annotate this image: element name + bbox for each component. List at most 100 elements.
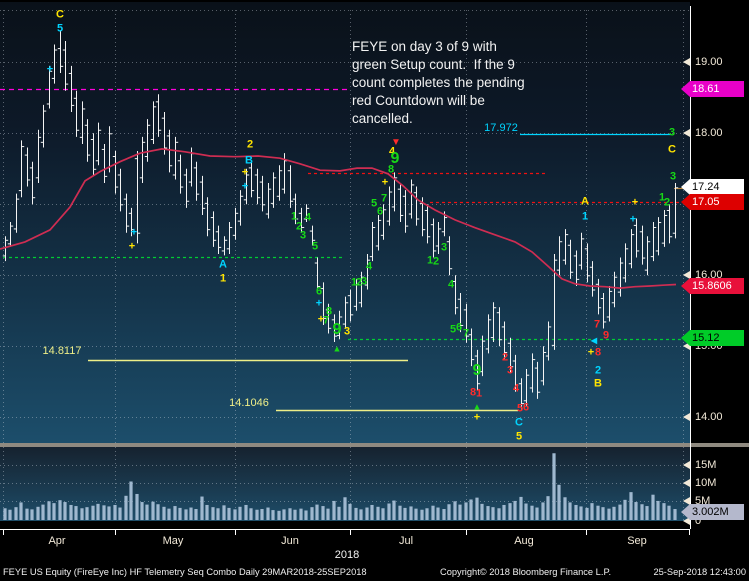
- y-axis-label: 14.00: [695, 411, 723, 423]
- volume-bar: [431, 505, 435, 520]
- volume-bar: [376, 506, 380, 520]
- x-axis-year-label: 2018: [334, 549, 360, 561]
- volume-bar: [222, 505, 226, 520]
- volume-bar: [596, 505, 600, 520]
- volume-bar: [442, 508, 446, 520]
- count-label: 3: [440, 241, 448, 254]
- volume-bar: [409, 506, 413, 520]
- level-arrow-icon: ◀: [590, 336, 598, 345]
- volume-bar: [332, 500, 336, 520]
- volume-bar: [381, 508, 385, 520]
- setup-plus-mark: +: [128, 240, 136, 253]
- count-label: 3: [299, 229, 307, 242]
- volume-bar: [8, 509, 12, 520]
- volume-bar: [184, 509, 188, 520]
- volume-bar: [200, 496, 204, 520]
- count-label: 6: [376, 205, 384, 218]
- status-bar: FEYE US Equity (FireEye Inc) HF Telemetr…: [0, 564, 749, 581]
- count-label: 2: [432, 255, 440, 268]
- volume-bar: [513, 500, 517, 520]
- price-pane[interactable]: [0, 2, 690, 443]
- volume-bar: [321, 506, 325, 520]
- axis-tick-arrow: [683, 413, 690, 421]
- volume-bar: [194, 508, 198, 520]
- wave-label: A: [581, 195, 589, 208]
- axis-tick-arrow: [683, 129, 690, 137]
- volume-bar: [249, 508, 253, 520]
- volume-bar: [167, 508, 171, 520]
- count-label: 4: [447, 278, 455, 291]
- volume-bar: [129, 481, 133, 520]
- volume-bar: [233, 509, 237, 520]
- wave-label: C: [515, 416, 523, 429]
- count-label: 9: [472, 362, 482, 379]
- count-label: 3: [360, 275, 368, 288]
- y-axis-label: 19.00: [695, 56, 723, 68]
- count-label: 2: [355, 276, 363, 289]
- volume-bar: [607, 508, 611, 520]
- volume-bar: [337, 506, 341, 520]
- count-label: 2: [501, 351, 509, 364]
- setup-plus-mark: +: [473, 411, 481, 424]
- volume-bar: [552, 453, 556, 520]
- volume-bar: [645, 506, 649, 520]
- count-label: 6: [455, 321, 463, 334]
- volume-bar: [348, 503, 352, 520]
- volume-bar: [36, 506, 40, 520]
- volume-bar: [673, 508, 677, 520]
- x-axis-month-label: Jul: [398, 535, 414, 547]
- volume-bar: [667, 505, 671, 520]
- count-label: 1: [475, 387, 483, 400]
- setup-plus-mark: +: [241, 166, 249, 179]
- volume-bar: [535, 507, 539, 520]
- volume-bar: [277, 510, 281, 520]
- volume-bar: [469, 499, 473, 520]
- volume-bar: [282, 509, 286, 520]
- volume-bar: [623, 499, 627, 520]
- volume-bar: [124, 495, 128, 520]
- volume-bar: [25, 508, 29, 520]
- volume-bar: [162, 506, 166, 520]
- count-label: 3: [343, 325, 351, 338]
- volume-bar: [475, 497, 479, 520]
- volume-bar: [557, 484, 561, 520]
- setup-plus-mark: +: [629, 213, 637, 226]
- count-label: 8: [325, 305, 333, 318]
- volume-bar: [107, 506, 111, 520]
- volume-bar: [425, 508, 429, 520]
- count-label: 6: [522, 401, 530, 414]
- volume-bar: [398, 505, 402, 520]
- volume-bar: [370, 504, 374, 520]
- volume-bar: [392, 500, 396, 520]
- count-label: 9: [332, 321, 342, 338]
- count-label: 7: [380, 192, 388, 205]
- wave-label: B: [594, 377, 602, 390]
- volume-bar: [387, 503, 391, 520]
- volume-bar: [486, 506, 490, 520]
- volume-bar: [618, 504, 622, 520]
- pane-divider[interactable]: [0, 443, 749, 447]
- volume-bar: [414, 508, 418, 520]
- count-label: 5: [370, 197, 378, 210]
- volume-bar: [502, 504, 506, 520]
- volume-bar: [113, 504, 117, 520]
- count-label: 5: [449, 323, 457, 336]
- volume-bar: [612, 506, 616, 520]
- volume-bar: [47, 501, 51, 520]
- volume-bar: [590, 503, 594, 520]
- count-label: 3: [669, 170, 677, 183]
- volume-bar: [447, 504, 451, 520]
- volume-bar: [640, 504, 644, 520]
- green-level-badge: 15.12: [681, 330, 744, 346]
- volume-bar: [288, 508, 292, 520]
- volume-bar: [189, 507, 193, 520]
- volume-bar: [585, 507, 589, 520]
- volume-bar: [216, 508, 220, 520]
- volume-bar: [601, 507, 605, 520]
- volume-bar: [508, 503, 512, 520]
- volume-bar: [326, 508, 330, 520]
- volume-bar: [343, 497, 347, 520]
- volume-bar: [41, 504, 45, 520]
- volume-bar: [156, 504, 160, 520]
